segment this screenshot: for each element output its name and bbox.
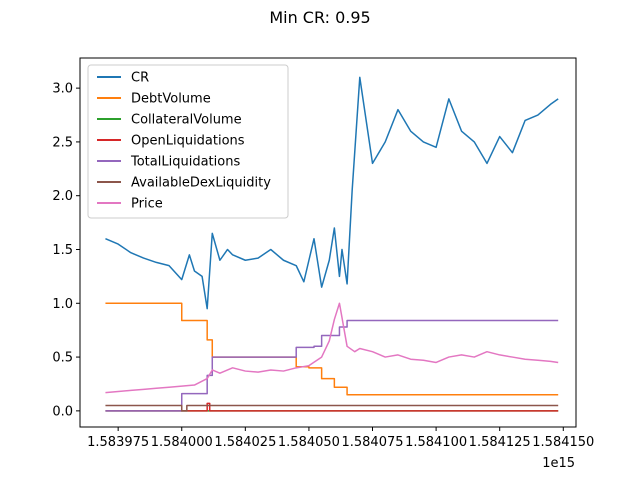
x-tick-label: 1.584075 xyxy=(341,435,403,450)
y-tick-label: 1.5 xyxy=(52,243,73,258)
y-tick-label: 2.0 xyxy=(52,189,73,204)
legend-label: TotalLiquidations xyxy=(130,155,240,170)
x-tick-label: 1.584125 xyxy=(469,435,531,450)
legend-label: AvailableDexLiquidity xyxy=(131,176,271,191)
series-line-cr xyxy=(105,76,559,310)
series-layer xyxy=(105,76,559,412)
series-line-availabledexliquidity xyxy=(105,404,559,412)
legend-label: CollateralVolume xyxy=(131,113,242,128)
y-axis: 0.0 0.5 1.0 1.5 2.0 2.5 3.0 xyxy=(52,82,80,419)
x-tick-label: 1.584000 xyxy=(151,435,213,450)
x-tick-label: 1.584100 xyxy=(405,435,467,450)
x-tick-label: 1.584150 xyxy=(532,435,594,450)
x-axis: 1.583975 1.584000 1.584025 1.584050 1.584075… xyxy=(87,427,594,450)
legend: CR DebtVolume CollateralVolume OpenLiquidat… xyxy=(87,64,289,219)
y-tick-label: 0.5 xyxy=(52,351,73,366)
series-line-openliquidations xyxy=(105,402,559,412)
y-tick-label: 0.0 xyxy=(52,404,73,419)
legend-label: CR xyxy=(131,71,149,86)
y-tick-label: 1.0 xyxy=(52,297,73,312)
x-tick-label: 1.584025 xyxy=(214,435,276,450)
x-tick-label: 1.584050 xyxy=(278,435,340,450)
legend-label: OpenLiquidations xyxy=(131,134,245,149)
y-tick-label: 3.0 xyxy=(52,82,73,97)
series-line-price xyxy=(105,302,559,394)
chart-title: Min CR: 0.95 xyxy=(269,8,370,27)
legend-box xyxy=(87,64,289,219)
x-offset-label: 1e15 xyxy=(542,456,575,471)
plot-frame xyxy=(79,57,577,428)
legend-label: DebtVolume xyxy=(131,92,211,107)
x-tick-label: 1.583975 xyxy=(87,435,149,450)
legend-label: Price xyxy=(131,197,163,212)
y-tick-label: 2.5 xyxy=(52,135,73,150)
series-line-totalliquidations xyxy=(105,319,559,412)
